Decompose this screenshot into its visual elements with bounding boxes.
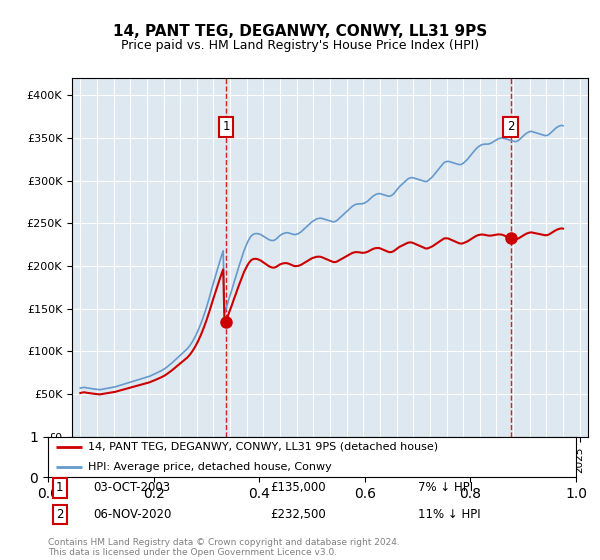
Text: HPI: Average price, detached house, Conwy: HPI: Average price, detached house, Conw… [88, 462, 331, 472]
Text: 1: 1 [222, 120, 230, 133]
Text: 1: 1 [56, 481, 64, 494]
Text: £135,000: £135,000 [270, 481, 325, 494]
Text: Price paid vs. HM Land Registry's House Price Index (HPI): Price paid vs. HM Land Registry's House … [121, 39, 479, 52]
Text: 2: 2 [56, 508, 64, 521]
Text: This data is licensed under the Open Government Licence v3.0.: This data is licensed under the Open Gov… [48, 548, 337, 557]
Text: 14, PANT TEG, DEGANWY, CONWY, LL31 9PS (detached house): 14, PANT TEG, DEGANWY, CONWY, LL31 9PS (… [88, 442, 438, 452]
Text: 7% ↓ HPI: 7% ↓ HPI [418, 481, 473, 494]
Text: Contains HM Land Registry data © Crown copyright and database right 2024.: Contains HM Land Registry data © Crown c… [48, 538, 400, 547]
Text: 2: 2 [507, 120, 514, 133]
Text: 11% ↓ HPI: 11% ↓ HPI [418, 508, 480, 521]
Text: 06-NOV-2020: 06-NOV-2020 [93, 508, 171, 521]
Text: £232,500: £232,500 [270, 508, 326, 521]
Text: 03-OCT-2003: 03-OCT-2003 [93, 481, 170, 494]
Text: 14, PANT TEG, DEGANWY, CONWY, LL31 9PS: 14, PANT TEG, DEGANWY, CONWY, LL31 9PS [113, 24, 487, 39]
